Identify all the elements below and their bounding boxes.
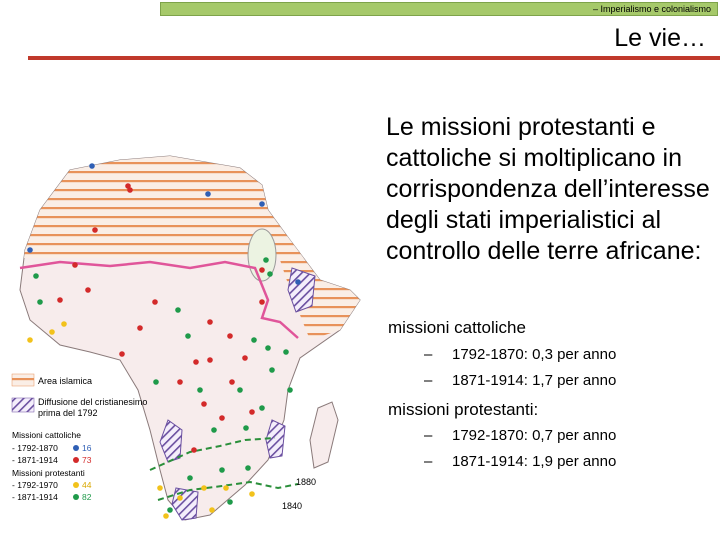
catholic-item-1-text: 1792-1870: 0,3 per anno bbox=[452, 346, 617, 363]
bullet-dash: – bbox=[424, 372, 433, 389]
mozambique-christian-area bbox=[265, 419, 286, 459]
top-banner: – Imperialismo e colonialismo bbox=[160, 2, 718, 16]
protestant-item-1: – 1792-1870: 0,7 per anno bbox=[424, 427, 616, 444]
africa-map-svg: 1880 1840 Area islamica Diffusione del c… bbox=[11, 155, 361, 521]
frontier-1880-line bbox=[149, 437, 276, 471]
label-1880: 1880 bbox=[296, 477, 316, 487]
legend-yellow-dot bbox=[73, 482, 79, 488]
protestant-item-2: – 1871-1914: 1,9 per anno bbox=[424, 453, 616, 470]
legend-catholic-count-1: 16 bbox=[82, 443, 92, 453]
label-1840: 1840 bbox=[282, 501, 302, 511]
legend-blue-dot bbox=[73, 445, 79, 451]
cape-christian-area bbox=[171, 487, 199, 521]
map-legend: Area islamica Diffusione del cristianesi… bbox=[11, 373, 147, 502]
ethiopia-christian-area bbox=[287, 267, 316, 313]
legend-catholic-title: Missioni cattoliche bbox=[12, 430, 81, 440]
banner-text: – Imperialismo e colonialismo bbox=[592, 4, 711, 14]
lead-paragraph: Le missioni protestanti e cattoliche si … bbox=[386, 113, 710, 265]
legend-christian-swatch bbox=[11, 397, 35, 413]
legend-islamic-swatch bbox=[11, 373, 35, 387]
mission-dots bbox=[27, 163, 301, 519]
bullet-dash: – bbox=[424, 453, 433, 470]
title-rule bbox=[28, 56, 720, 60]
legend-protestant-title: Missioni protestanti bbox=[12, 468, 85, 478]
legend-protestant-count-1: 44 bbox=[82, 480, 92, 490]
legend-christian-label-1: Diffusione del cristianesimo bbox=[38, 397, 147, 407]
protestant-heading: missioni protestanti: bbox=[388, 400, 539, 419]
bullet-dash: – bbox=[424, 427, 433, 444]
legend-christian-label-2: prima del 1792 bbox=[38, 408, 98, 418]
legend-catholic-row-2: - 1871-1914 bbox=[12, 455, 58, 465]
legend-red-dot bbox=[73, 457, 79, 463]
catholic-item-2: – 1871-1914: 1,7 per anno bbox=[424, 372, 616, 389]
catholic-item-2-text: 1871-1914: 1,7 per anno bbox=[452, 372, 617, 389]
catholic-heading: missioni cattoliche bbox=[388, 318, 526, 337]
africa-map: 1880 1840 Area islamica Diffusione del c… bbox=[0, 90, 380, 540]
slide-title: Le vie… bbox=[614, 24, 706, 52]
islamic-boundary-line bbox=[19, 260, 299, 339]
legend-catholic-row-1: - 1792-1870 bbox=[12, 443, 58, 453]
legend-protestant-row-2: - 1871-1914 bbox=[12, 492, 58, 502]
islamic-area-north bbox=[20, 156, 360, 258]
legend-protestant-count-2: 82 bbox=[82, 492, 92, 502]
legend-islamic-label: Area islamica bbox=[38, 376, 92, 386]
protestant-item-1-text: 1792-1870: 0,7 per anno bbox=[452, 427, 617, 444]
catholic-item-1: – 1792-1870: 0,3 per anno bbox=[424, 346, 616, 363]
legend-green-dot bbox=[73, 494, 79, 500]
bullet-dash: – bbox=[424, 346, 433, 363]
legend-protestant-row-1: - 1792-1970 bbox=[12, 480, 58, 490]
madagascar bbox=[309, 401, 339, 469]
legend-catholic-count-2: 73 bbox=[82, 455, 92, 465]
protestant-item-2-text: 1871-1914: 1,9 per anno bbox=[452, 453, 617, 470]
